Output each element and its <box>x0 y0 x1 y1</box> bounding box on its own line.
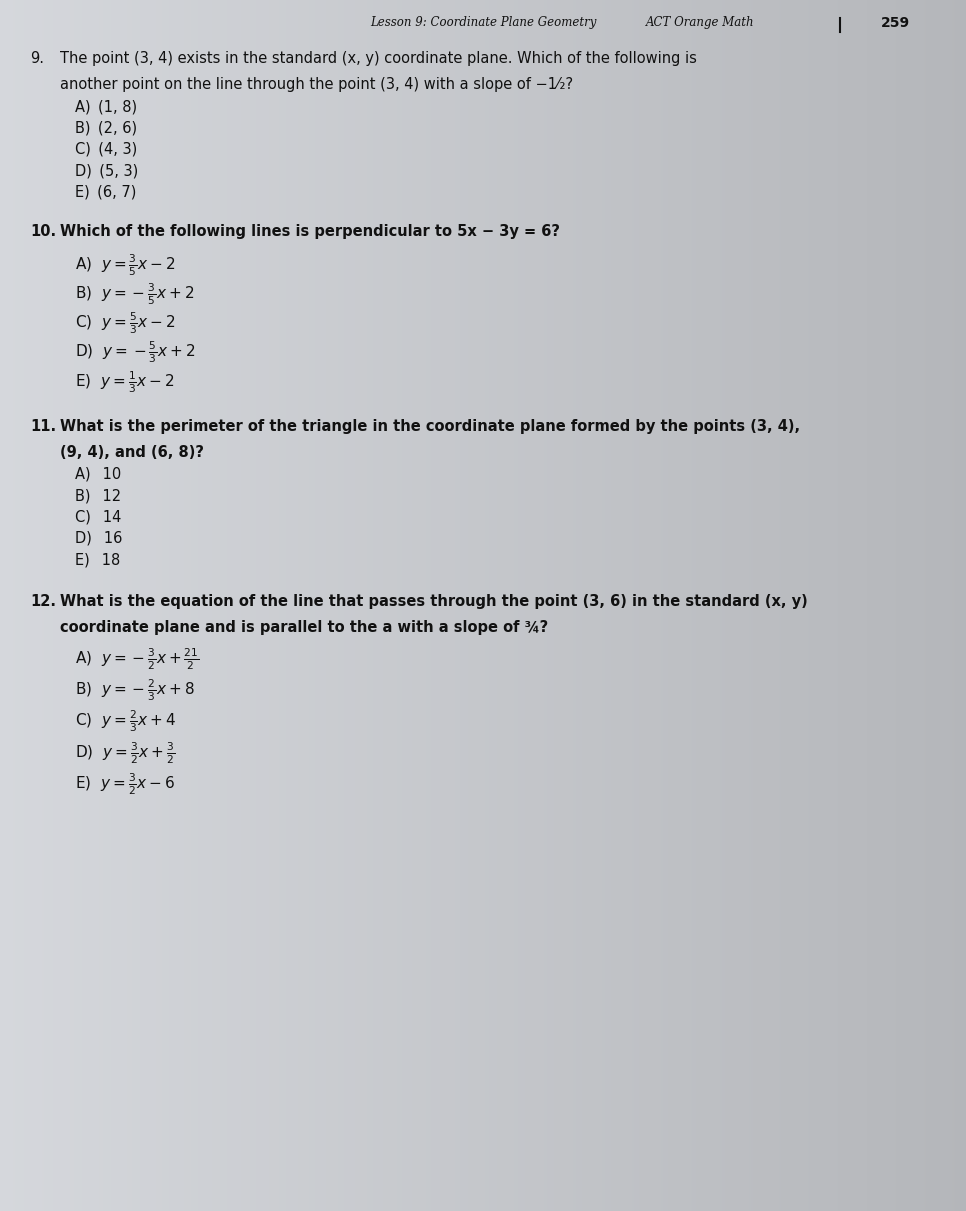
Text: What is the perimeter of the triangle in the coordinate plane formed by the poin: What is the perimeter of the triangle in… <box>60 419 800 434</box>
Text: D) (5, 3): D) (5, 3) <box>75 163 138 178</box>
Text: (9, 4), and (6, 8)?: (9, 4), and (6, 8)? <box>60 444 204 460</box>
Text: ACT Orange Math: ACT Orange Math <box>645 16 754 29</box>
Text: C)  $y = \frac{2}{3}x + 4$: C) $y = \frac{2}{3}x + 4$ <box>75 708 176 734</box>
Text: C)  $y = \frac{5}{3}x - 2$: C) $y = \frac{5}{3}x - 2$ <box>75 311 176 337</box>
Text: C)  14: C) 14 <box>75 510 122 524</box>
Text: Which of the following lines is perpendicular to 5x − 3y = 6?: Which of the following lines is perpendi… <box>60 224 560 239</box>
Text: A)  10: A) 10 <box>75 467 122 482</box>
Text: What is the equation of the line that passes through the point (3, 6) in the sta: What is the equation of the line that pa… <box>60 595 808 609</box>
Text: The point (3, 4) exists in the standard (x, y) coordinate plane. Which of the fo: The point (3, 4) exists in the standard … <box>60 51 696 67</box>
Text: C) (4, 3): C) (4, 3) <box>75 142 137 156</box>
Text: 11.: 11. <box>30 419 56 434</box>
Text: E)  18: E) 18 <box>75 552 120 567</box>
Text: 259: 259 <box>880 16 910 30</box>
Text: D)  $y = -\frac{5}{3}x + 2$: D) $y = -\frac{5}{3}x + 2$ <box>75 340 195 366</box>
Text: A)  $y = \frac{3}{5}x - 2$: A) $y = \frac{3}{5}x - 2$ <box>75 253 176 279</box>
Text: E) (6, 7): E) (6, 7) <box>75 184 136 200</box>
Text: E)  $y = \frac{3}{2}x - 6$: E) $y = \frac{3}{2}x - 6$ <box>75 771 175 797</box>
Text: B) (2, 6): B) (2, 6) <box>75 120 137 136</box>
Text: Lesson 9: Coordinate Plane Geometry: Lesson 9: Coordinate Plane Geometry <box>370 16 596 29</box>
Text: another point on the line through the point (3, 4) with a slope of −1⁄₂?: another point on the line through the po… <box>60 78 573 92</box>
Text: D)  16: D) 16 <box>75 530 123 546</box>
Text: B)  12: B) 12 <box>75 488 121 504</box>
Text: D)  $y = \frac{3}{2}x + \frac{3}{2}$: D) $y = \frac{3}{2}x + \frac{3}{2}$ <box>75 740 176 765</box>
Text: A) (1, 8): A) (1, 8) <box>75 99 137 114</box>
Text: 9.: 9. <box>30 51 44 67</box>
Text: B)  $y = -\frac{2}{3}x + 8$: B) $y = -\frac{2}{3}x + 8$ <box>75 678 194 704</box>
Text: E)  $y = \frac{1}{3}x - 2$: E) $y = \frac{1}{3}x - 2$ <box>75 369 175 395</box>
Text: A)  $y = -\frac{3}{2}x + \frac{21}{2}$: A) $y = -\frac{3}{2}x + \frac{21}{2}$ <box>75 647 200 672</box>
Text: B)  $y = -\frac{3}{5}x + 2$: B) $y = -\frac{3}{5}x + 2$ <box>75 282 194 308</box>
Text: coordinate plane and is parallel to the a with a slope of ¾?: coordinate plane and is parallel to the … <box>60 620 549 636</box>
Text: 12.: 12. <box>30 595 56 609</box>
Text: 10.: 10. <box>30 224 56 239</box>
